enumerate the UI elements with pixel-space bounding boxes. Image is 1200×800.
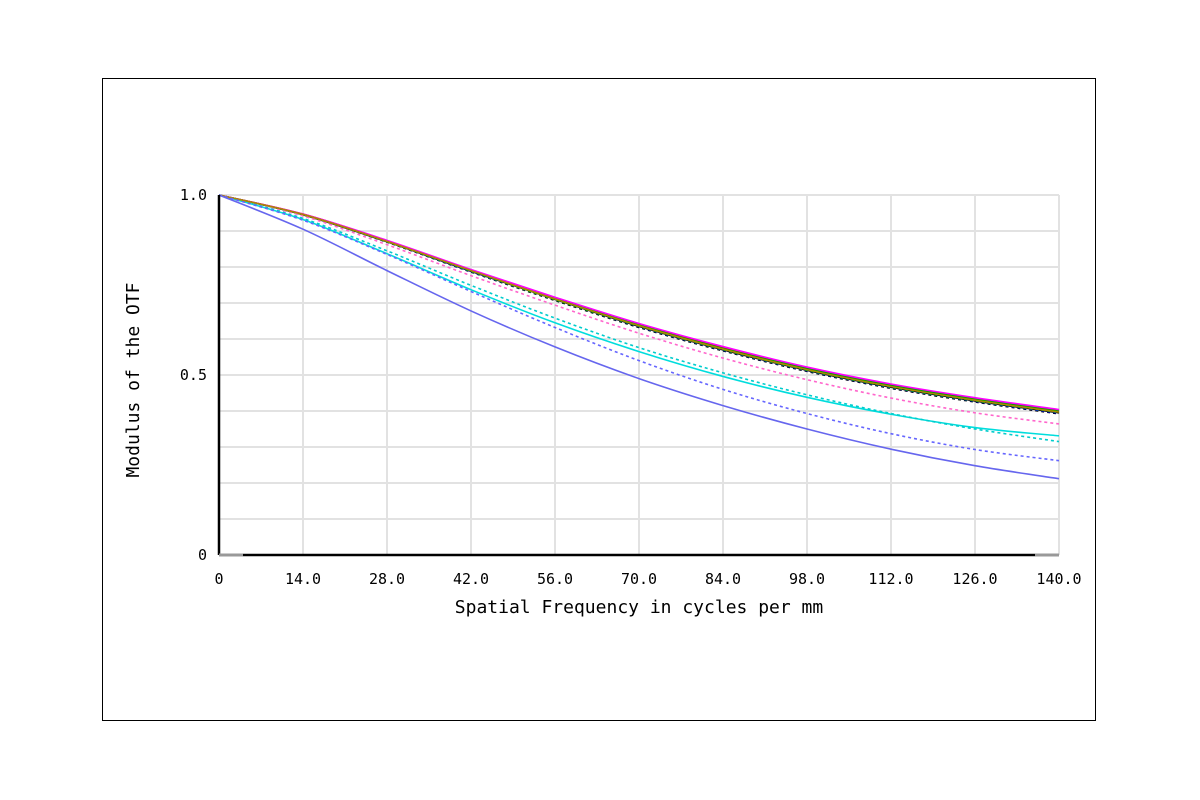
- x-tick-label: 0: [214, 570, 223, 588]
- y-tick-label: 0.5: [180, 366, 207, 384]
- series-line-13: [218, 194, 1060, 413]
- x-tick-label: 42.0: [453, 570, 489, 588]
- x-tick-labels: 0 14.0 28.0 42.0 56.0 70.0 84.0 98.0 112.0 126.0 1…: [214, 570, 1081, 588]
- x-tick-label: 70.0: [621, 570, 657, 588]
- x-tick-label: 140.0: [1036, 570, 1081, 588]
- x-tick-label: 56.0: [537, 570, 573, 588]
- axes: [217, 195, 1059, 557]
- series-line-10: [218, 194, 1060, 425]
- x-tick-label: 28.0: [369, 570, 405, 588]
- series-line-12: [218, 194, 1060, 443]
- x-tick-label: 84.0: [705, 570, 741, 588]
- series-line-9: [218, 194, 1060, 411]
- series-line-14: [218, 194, 1060, 462]
- series-lines: [218, 194, 1060, 480]
- x-tick-label: 112.0: [868, 570, 913, 588]
- y-axis-label: Modulus of the OTF: [123, 282, 144, 477]
- x-tick-label: 14.0: [285, 570, 321, 588]
- y-tick-labels: 0 0.5 1.0: [180, 186, 207, 564]
- y-tick-label: 0: [198, 546, 207, 564]
- x-tick-label: 98.0: [789, 570, 825, 588]
- chart-frame: [102, 78, 1096, 721]
- y-tick-label: 1.0: [180, 186, 207, 204]
- x-axis-label: Spatial Frequency in cycles per mm: [455, 597, 823, 618]
- series-line-15: [218, 194, 1060, 480]
- x-tick-label: 126.0: [952, 570, 997, 588]
